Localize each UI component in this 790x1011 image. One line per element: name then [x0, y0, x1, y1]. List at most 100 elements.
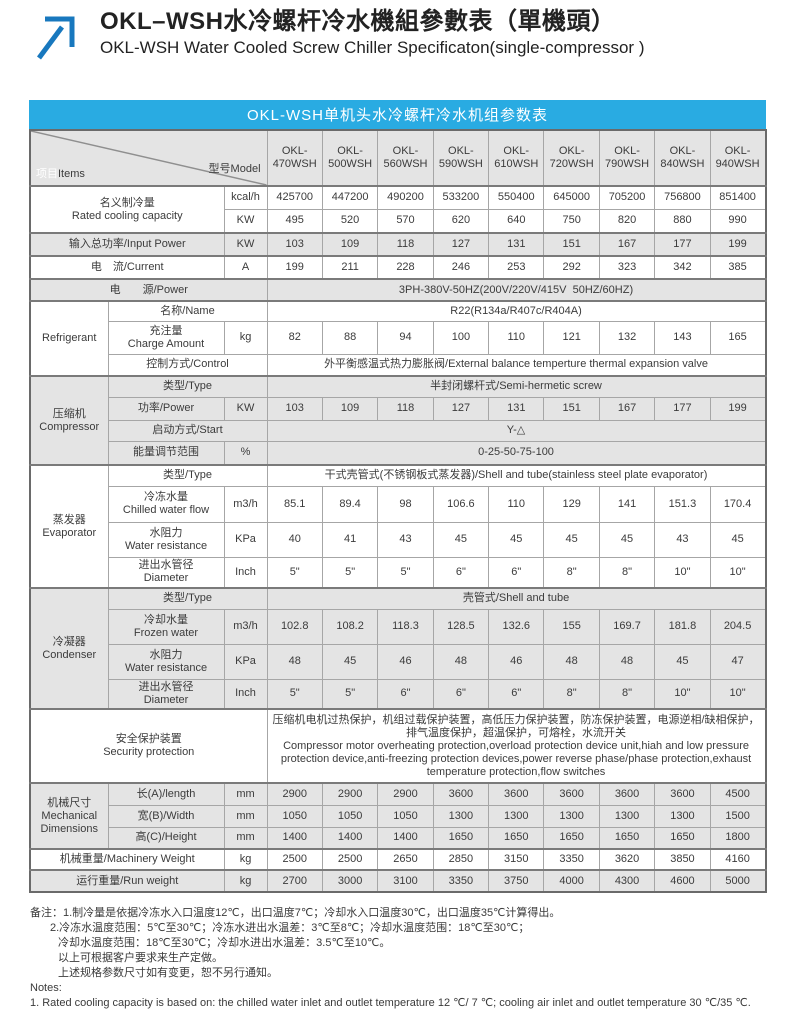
value-cell: 43 — [654, 521, 711, 558]
value-cell: 246 — [432, 255, 490, 280]
charge-amount-row: 充注量 Charge Amount kg 82 88 94 100 110 121 132 143… — [30, 320, 767, 355]
security-protection-value: 压缩机电机过热保护，机组过载保护装置，高低压力保护装置，防冻保护装置，电源逆相/… — [266, 708, 767, 784]
value-cell: 109 — [321, 232, 379, 257]
unit-cell: mm — [223, 782, 268, 806]
arrow-logo-icon — [30, 10, 78, 69]
value-cell: 6" — [432, 556, 490, 589]
evap-diameter-label: 进出水管径 Diameter — [107, 556, 225, 589]
value-cell: 1650 — [598, 826, 656, 850]
unit-cell: kg — [223, 320, 268, 355]
value-cell: 705200 — [598, 185, 656, 210]
spec-table: 项目Items 型号Model OKL- 470WSH OKL- 500WSH … — [29, 129, 767, 893]
value-cell: 121 — [543, 320, 600, 355]
value-cell: 1650 — [432, 826, 490, 850]
page-title-zh: OKL–WSH水冷螺杆冷水機組參數表（單機頭） — [100, 8, 616, 35]
page-title-en: OKL-WSH Water Cooled Screw Chiller Speci… — [100, 38, 645, 57]
note-line: 以上可根据客户要求来生产定做。 — [58, 952, 223, 964]
value-cell: 211 — [321, 255, 379, 280]
value-cell: 45 — [654, 643, 711, 680]
value-cell: 2900 — [266, 782, 323, 806]
value-cell: 2500 — [266, 848, 323, 871]
run-weight-label: 运行重量/Run weight — [29, 869, 225, 893]
control-value: 外平衡感温式热力膨胀阀/External balance temperture … — [266, 353, 767, 377]
refrigerant-name-label: 名称/Name — [107, 300, 268, 322]
value-cell: 100 — [432, 320, 490, 355]
value-cell: 1300 — [432, 804, 490, 828]
value-cell: 131 — [488, 232, 545, 257]
value-cell: 756800 — [654, 185, 711, 210]
value-cell: 41 — [321, 521, 379, 558]
unit-cell: m3/h — [223, 485, 268, 523]
value-cell: 167 — [598, 232, 656, 257]
value-cell: 490200 — [377, 185, 434, 210]
energy-adjust-value: 0-25-50-75-100 — [266, 440, 767, 466]
value-cell: 880 — [654, 208, 711, 234]
value-cell: 45 — [598, 521, 656, 558]
value-cell: 4000 — [543, 869, 600, 893]
note-line: 上述规格参数尺寸如有变更，恕不另行通知。 — [58, 967, 278, 979]
length-label: 长(A)/length — [107, 782, 225, 806]
unit-cell: Inch — [223, 556, 268, 589]
evap-diameter-row: 进出水管径 Diameter Inch 5" 5" 5" 6" 6" 8" 8" 10" 10" — [30, 556, 767, 589]
unit-cell: mm — [223, 826, 268, 850]
energy-adjust-row: 能量调节范围% 0-25-50-75-100 — [30, 440, 767, 466]
value-cell: 167 — [598, 396, 656, 421]
unit-cell: KW — [223, 232, 268, 257]
value-cell: 85.1 — [266, 485, 323, 523]
value-cell: 45 — [488, 521, 545, 558]
evap-water-resistance-row: 水阻力 Water resistance KPa 40 41 43 45 45 45 45 43 4… — [30, 521, 767, 558]
machinery-weight-label: 机械重量/Machinery Weight — [29, 848, 225, 871]
value-cell: 155 — [543, 608, 600, 645]
model-header: OKL- 470WSH — [266, 129, 323, 187]
value-cell: 3100 — [377, 869, 434, 893]
start-mode-value: Y-△ — [266, 419, 767, 442]
value-cell: 131 — [488, 396, 545, 421]
unit-cell: m3/h — [223, 608, 268, 645]
value-cell: 1300 — [598, 804, 656, 828]
security-protection-row: 安全保护装置 Security protection 压缩机电机过热保护，机组过载… — [29, 708, 767, 784]
unit-cell: KW — [223, 208, 268, 234]
value-cell: 820 — [598, 208, 656, 234]
value-cell: 40 — [266, 521, 323, 558]
value-cell: 3850 — [654, 848, 711, 871]
value-cell: 447200 — [321, 185, 379, 210]
value-cell: 645000 — [543, 185, 600, 210]
current-label: 电 流/Current — [29, 255, 225, 280]
value-cell: 3150 — [488, 848, 545, 871]
page-header: OKL–WSH水冷螺杆冷水機組參數表（單機頭） OKL-WSH Water Co… — [0, 0, 790, 82]
cond-diameter-row: 进出水管径 Diameter Inch 5" 5" 6" 6" 6" 8" 8" 10" 10" — [30, 678, 767, 710]
energy-adjust-label: 能量调节范围 — [107, 440, 225, 466]
value-cell: 3600 — [598, 782, 656, 806]
compressor-power-row: 功率/Power KW 103 109 118 127 131 151 167 177 199 — [30, 396, 767, 421]
value-cell: 2650 — [377, 848, 434, 871]
value-cell: 108.2 — [321, 608, 379, 645]
value-cell: 151.3 — [654, 485, 711, 523]
value-cell: 10" — [709, 678, 767, 710]
unit-cell: KW — [223, 396, 268, 421]
model-header: OKL- 610WSH — [488, 129, 545, 187]
width-label: 宽(B)/Width — [107, 804, 225, 828]
frozen-water-row: 冷却水量 Frozen water m3/h 102.8 108.2 118.3 128.… — [30, 608, 767, 645]
value-cell: 640 — [488, 208, 545, 234]
value-cell: 10" — [709, 556, 767, 589]
value-cell: 851400 — [709, 185, 767, 210]
refrigerant-group-label: Refrigerant — [29, 300, 109, 377]
value-cell: 1400 — [321, 826, 379, 850]
cond-diameter-label: 进出水管径 Diameter — [107, 678, 225, 710]
value-cell: 169.7 — [598, 608, 656, 645]
value-cell: 141 — [598, 485, 656, 523]
value-cell: 990 — [709, 208, 767, 234]
value-cell: 88 — [321, 320, 379, 355]
compressor-group-label: 压缩机 Compressor — [29, 375, 109, 466]
value-cell: 89.4 — [321, 485, 379, 523]
value-cell: 425700 — [266, 185, 323, 210]
value-cell: 6" — [377, 678, 434, 710]
unit-cell: kcal/h — [223, 185, 268, 210]
value-cell: 109 — [321, 396, 379, 421]
evaporator-type-row: 蒸发器 Evaporator 类型/Type 干式壳管式(不锈钢板式蒸发器)/She… — [29, 464, 767, 589]
value-cell: 1650 — [543, 826, 600, 850]
value-cell: 177 — [654, 396, 711, 421]
unit-cell: kg — [223, 848, 268, 871]
refrigerant-name-row: Refrigerant 名称/Name R22(R134a/R407c/R404A) — [29, 300, 767, 377]
width-row: 宽(B)/Width mm 1050 1050 1050 1300 1300 1300 1300… — [30, 804, 767, 828]
